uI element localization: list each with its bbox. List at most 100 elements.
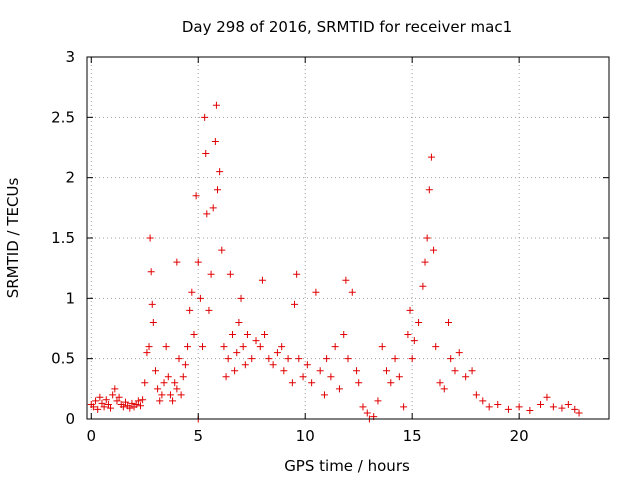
data-point bbox=[252, 337, 260, 345]
data-point bbox=[430, 246, 438, 254]
data-point bbox=[179, 373, 187, 381]
data-point bbox=[485, 403, 493, 411]
y-tick-label: 1 bbox=[65, 289, 75, 307]
data-point bbox=[211, 137, 219, 145]
data-point bbox=[348, 288, 356, 296]
data-point bbox=[154, 385, 162, 393]
data-point bbox=[408, 355, 416, 363]
data-point bbox=[164, 373, 172, 381]
data-point bbox=[293, 270, 301, 278]
data-point bbox=[162, 343, 170, 351]
data-point bbox=[543, 393, 551, 401]
data-point bbox=[209, 204, 217, 212]
y-tick-label: 3 bbox=[65, 48, 75, 66]
data-point bbox=[96, 393, 104, 401]
y-tick-labels: 0 0.5 1 1.5 2 2.5 3 bbox=[51, 48, 75, 428]
x-tick-label: 15 bbox=[403, 427, 422, 445]
data-point bbox=[374, 397, 382, 405]
data-point bbox=[146, 234, 154, 242]
data-point bbox=[192, 192, 200, 200]
data-point bbox=[148, 300, 156, 308]
data-point bbox=[205, 306, 213, 314]
data-point bbox=[468, 367, 476, 375]
chart-title: Day 298 of 2016, SRMTID for receiver mac… bbox=[182, 18, 512, 36]
y-tick-label: 0 bbox=[65, 410, 75, 428]
data-point bbox=[445, 318, 453, 326]
data-point bbox=[472, 391, 480, 399]
data-point bbox=[455, 349, 463, 357]
data-point bbox=[383, 367, 391, 375]
data-point bbox=[145, 343, 153, 351]
data-point bbox=[199, 343, 207, 351]
data-point bbox=[111, 385, 119, 393]
data-point bbox=[425, 186, 433, 194]
data-point bbox=[119, 403, 127, 411]
data-point bbox=[299, 373, 307, 381]
data-point bbox=[132, 401, 140, 409]
data-point bbox=[316, 367, 324, 375]
data-point bbox=[218, 246, 226, 254]
data-point bbox=[166, 391, 174, 399]
data-point bbox=[104, 401, 112, 409]
data-point bbox=[515, 403, 523, 411]
data-point bbox=[139, 396, 147, 404]
data-point bbox=[436, 379, 444, 387]
data-point bbox=[160, 379, 168, 387]
data-point bbox=[239, 343, 247, 351]
data-point bbox=[190, 331, 198, 339]
data-point bbox=[395, 373, 403, 381]
data-point bbox=[147, 268, 155, 276]
data-point bbox=[537, 401, 545, 409]
data-point bbox=[423, 234, 431, 242]
data-point bbox=[359, 403, 367, 411]
data-point bbox=[273, 349, 281, 357]
data-point bbox=[188, 288, 196, 296]
data-point bbox=[222, 373, 230, 381]
data-point bbox=[220, 343, 228, 351]
data-point bbox=[171, 379, 179, 387]
data-point bbox=[432, 343, 440, 351]
data-point bbox=[100, 403, 108, 411]
data-point bbox=[378, 343, 386, 351]
data-point bbox=[447, 355, 455, 363]
data-point bbox=[233, 349, 241, 357]
data-point bbox=[243, 331, 251, 339]
data-point bbox=[113, 397, 121, 405]
data-point bbox=[186, 306, 194, 314]
data-point bbox=[504, 405, 512, 413]
data-point bbox=[126, 404, 134, 412]
data-point bbox=[331, 343, 339, 351]
data-point bbox=[158, 391, 166, 399]
y-tick-label: 2.5 bbox=[51, 108, 75, 126]
data-point bbox=[231, 367, 239, 375]
data-point bbox=[451, 367, 459, 375]
y-tick-label: 2 bbox=[65, 169, 75, 187]
data-point bbox=[256, 343, 264, 351]
data-point bbox=[295, 355, 303, 363]
data-point bbox=[284, 355, 292, 363]
data-point bbox=[143, 349, 151, 357]
data-point bbox=[203, 210, 211, 218]
x-tick-labels: 0 5 10 15 20 bbox=[87, 427, 529, 445]
data-point bbox=[526, 407, 534, 415]
data-point bbox=[141, 379, 149, 387]
data-point bbox=[169, 397, 177, 405]
data-point bbox=[440, 385, 448, 393]
data-point bbox=[261, 331, 269, 339]
data-point bbox=[149, 318, 157, 326]
data-point bbox=[404, 331, 412, 339]
data-point bbox=[265, 355, 273, 363]
data-point bbox=[212, 101, 220, 109]
data-point bbox=[419, 282, 427, 290]
data-point bbox=[291, 300, 299, 308]
data-point bbox=[391, 355, 399, 363]
data-point bbox=[102, 396, 110, 404]
data-point bbox=[410, 337, 418, 345]
data-point bbox=[241, 361, 249, 369]
data-point bbox=[89, 403, 97, 411]
grid-lines bbox=[87, 56, 609, 420]
data-point bbox=[98, 399, 106, 407]
data-point bbox=[224, 355, 232, 363]
data-point bbox=[202, 150, 210, 158]
y-tick-label: 1.5 bbox=[51, 229, 75, 247]
